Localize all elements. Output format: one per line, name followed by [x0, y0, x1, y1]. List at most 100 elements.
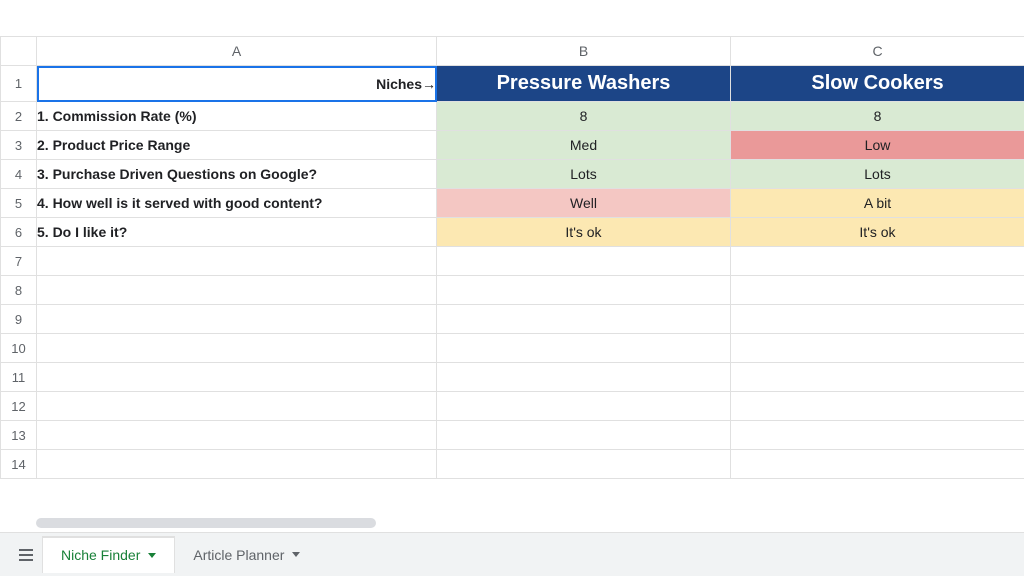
cell-C8[interactable] [731, 276, 1024, 305]
horizontal-scrollbar-thumb[interactable] [36, 518, 376, 528]
cell-A9[interactable] [37, 305, 437, 334]
select-all-corner[interactable] [1, 37, 37, 66]
top-filler-space [0, 0, 1024, 36]
cell-A12[interactable] [37, 392, 437, 421]
row-header-label: 12 [11, 399, 25, 414]
criterion-label: 3. Purchase Driven Questions on Google? [37, 166, 317, 182]
cell-A13[interactable] [37, 421, 437, 450]
criterion-label: 5. Do I like it? [37, 224, 127, 240]
row-header-label: 3 [15, 138, 22, 153]
row-header-label: 14 [11, 457, 25, 472]
cell-C2[interactable]: 8 [731, 102, 1024, 131]
cell-C4[interactable]: Lots [731, 160, 1024, 189]
column-header-A[interactable]: A [37, 37, 437, 66]
cell-value: 8 [874, 108, 882, 124]
row-header-label: 8 [15, 283, 22, 298]
horizontal-scrollbar[interactable] [0, 514, 1024, 532]
cell-value: Well [570, 195, 597, 211]
cell-value: 8 [580, 108, 588, 124]
tab-niche-finder[interactable]: Niche Finder [42, 537, 175, 573]
criterion-label: 2. Product Price Range [37, 137, 190, 153]
cell-B12[interactable] [437, 392, 731, 421]
row-header-label: 2 [15, 109, 22, 124]
column-header-C[interactable]: C [731, 37, 1024, 66]
cell-A8[interactable] [37, 276, 437, 305]
row-header-6[interactable]: 6 [1, 218, 37, 247]
cell-B9[interactable] [437, 305, 731, 334]
row-header-label: 5 [15, 196, 22, 211]
cell-value: It's ok [565, 224, 601, 240]
cell-A1-text: Niches→ [376, 76, 436, 92]
row-header-14[interactable]: 14 [1, 450, 37, 479]
cell-C3[interactable]: Low [731, 131, 1024, 160]
cell-A4[interactable]: 3. Purchase Driven Questions on Google? [37, 160, 437, 189]
cell-value: Med [570, 137, 597, 153]
niche-header-label: Pressure Washers [497, 72, 671, 94]
chevron-down-icon [292, 552, 300, 557]
cell-A14[interactable] [37, 450, 437, 479]
row-header-2[interactable]: 2 [1, 102, 37, 131]
cell-C1[interactable]: Slow Cookers [731, 66, 1024, 102]
cell-C7[interactable] [731, 247, 1024, 276]
row-header-3[interactable]: 3 [1, 131, 37, 160]
sheet-tabs-bar: Niche Finder Article Planner [0, 532, 1024, 576]
row-header-10[interactable]: 10 [1, 334, 37, 363]
cell-value: Low [865, 137, 891, 153]
cell-value: Lots [864, 166, 890, 182]
cell-value: Lots [570, 166, 596, 182]
cell-B13[interactable] [437, 421, 731, 450]
cell-B11[interactable] [437, 363, 731, 392]
cell-C10[interactable] [731, 334, 1024, 363]
row-header-4[interactable]: 4 [1, 160, 37, 189]
tab-niche-finder-label: Niche Finder [61, 547, 140, 563]
cell-A6[interactable]: 5. Do I like it? [37, 218, 437, 247]
cell-B10[interactable] [437, 334, 731, 363]
chevron-down-icon [148, 553, 156, 558]
cell-A11[interactable] [37, 363, 437, 392]
column-header-label: C [872, 43, 882, 59]
row-header-9[interactable]: 9 [1, 305, 37, 334]
row-header-label: 10 [11, 341, 25, 356]
cell-B2[interactable]: 8 [437, 102, 731, 131]
cell-B4[interactable]: Lots [437, 160, 731, 189]
row-header-5[interactable]: 5 [1, 189, 37, 218]
row-header-label: 1 [15, 76, 22, 91]
spreadsheet-grid[interactable]: AB C 1 Niches→ Pressure Washers Slow Cookers 2… [0, 36, 1024, 514]
criterion-label: 4. How well is it served with good conte… [37, 195, 322, 211]
cell-A7[interactable] [37, 247, 437, 276]
row-header-11[interactable]: 11 [1, 363, 37, 392]
cell-C14[interactable] [731, 450, 1024, 479]
cell-C6[interactable]: It's ok [731, 218, 1024, 247]
row-header-label: 6 [15, 225, 22, 240]
tab-article-planner-label: Article Planner [193, 547, 284, 563]
cell-C5[interactable]: A bit [731, 189, 1024, 218]
cell-value: A bit [864, 195, 891, 211]
niche-header-label: Slow Cookers [811, 72, 943, 94]
row-header-12[interactable]: 12 [1, 392, 37, 421]
cell-A10[interactable] [37, 334, 437, 363]
cell-C13[interactable] [731, 421, 1024, 450]
cell-B1[interactable]: Pressure Washers [437, 66, 731, 102]
cell-value: It's ok [859, 224, 895, 240]
cell-A5[interactable]: 4. How well is it served with good conte… [37, 189, 437, 218]
cell-C12[interactable] [731, 392, 1024, 421]
row-header-8[interactable]: 8 [1, 276, 37, 305]
cell-A3[interactable]: 2. Product Price Range [37, 131, 437, 160]
cell-B14[interactable] [437, 450, 731, 479]
cell-B5[interactable]: Well [437, 189, 731, 218]
cell-A1[interactable]: Niches→ [37, 66, 437, 102]
row-header-label: 13 [11, 428, 25, 443]
cell-B8[interactable] [437, 276, 731, 305]
cell-C9[interactable] [731, 305, 1024, 334]
tab-article-planner[interactable]: Article Planner [175, 537, 318, 573]
cell-A2[interactable]: 1. Commission Rate (%) [37, 102, 437, 131]
cell-B7[interactable] [437, 247, 731, 276]
all-sheets-menu-icon[interactable] [10, 539, 42, 571]
row-header-13[interactable]: 13 [1, 421, 37, 450]
cell-C11[interactable] [731, 363, 1024, 392]
row-header-7[interactable]: 7 [1, 247, 37, 276]
column-header-B[interactable]: B [437, 37, 731, 66]
row-header-1[interactable]: 1 [1, 66, 37, 102]
cell-B3[interactable]: Med [437, 131, 731, 160]
cell-B6[interactable]: It's ok [437, 218, 731, 247]
